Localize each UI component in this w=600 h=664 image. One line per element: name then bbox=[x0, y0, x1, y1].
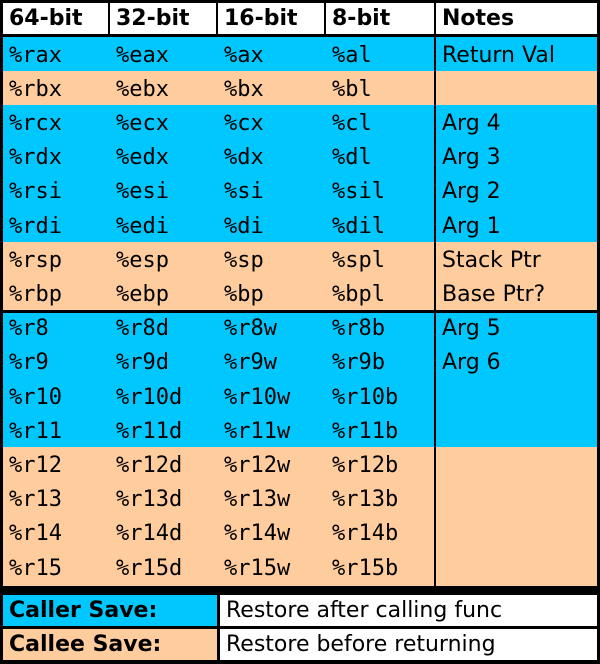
register-cell: %r11d bbox=[116, 418, 183, 444]
register-cell: %rcx bbox=[9, 110, 62, 136]
register-cell: %r15b bbox=[332, 555, 399, 581]
register-cell: %rsi bbox=[9, 179, 62, 205]
register-cell: %bx bbox=[224, 76, 264, 102]
notes-cell: Arg 1 bbox=[436, 208, 597, 244]
register-cell: %bpl bbox=[332, 281, 385, 307]
register-cell: %esp bbox=[116, 247, 169, 273]
register-cell: %r13 bbox=[9, 487, 62, 513]
notes-cell: Arg 6 bbox=[436, 344, 597, 381]
group-divider bbox=[0, 309, 600, 313]
register-cell: %r9w bbox=[224, 350, 277, 376]
register-cell: %al bbox=[332, 42, 372, 68]
notes-cell bbox=[436, 515, 597, 552]
notes-cell: Arg 3 bbox=[436, 139, 597, 176]
register-cell: %rax bbox=[9, 42, 62, 68]
register-cell: %cx bbox=[224, 110, 264, 136]
register-cell: %rdi bbox=[9, 213, 62, 239]
register-cell: %r14b bbox=[332, 521, 399, 547]
register-cell: %r8 bbox=[9, 316, 49, 342]
register-cell: %spl bbox=[332, 247, 385, 273]
register-cell: %edi bbox=[116, 213, 169, 239]
notes-cell bbox=[436, 379, 597, 415]
register-cell: %r13w bbox=[224, 487, 291, 513]
register-cell: %bl bbox=[332, 76, 372, 102]
register-cell: %r10b bbox=[332, 384, 399, 410]
notes-cell bbox=[436, 481, 597, 518]
header-64bit: 64-bit bbox=[3, 3, 108, 34]
register-cell: %bp bbox=[224, 281, 264, 307]
header-8bit: 8-bit bbox=[326, 3, 434, 34]
register-cell: %cl bbox=[332, 110, 372, 136]
register-cell: %r10 bbox=[9, 384, 62, 410]
register-cell: %r10d bbox=[116, 384, 183, 410]
register-cell: %rsp bbox=[9, 247, 62, 273]
register-cell: %sil bbox=[332, 179, 385, 205]
register-cell: %r9d bbox=[116, 350, 169, 376]
register-cell: %dx bbox=[224, 145, 264, 171]
register-cell: %r14w bbox=[224, 521, 291, 547]
register-cell: %si bbox=[224, 179, 264, 205]
register-cell: %r15w bbox=[224, 555, 291, 581]
notes-cell bbox=[436, 71, 597, 108]
notes-cell bbox=[436, 413, 597, 450]
register-cell: %r11 bbox=[9, 418, 62, 444]
register-cell: %ecx bbox=[116, 110, 169, 136]
register-cell: %di bbox=[224, 213, 264, 239]
register-cell: %r8w bbox=[224, 316, 277, 342]
register-cell: %rbp bbox=[9, 281, 62, 307]
register-cell: %r10w bbox=[224, 384, 291, 410]
notes-cell: Stack Ptr bbox=[436, 242, 597, 279]
register-cell: %edx bbox=[116, 145, 169, 171]
register-cell: %r13d bbox=[116, 487, 183, 513]
header-16bit: 16-bit bbox=[218, 3, 324, 34]
register-cell: %r13b bbox=[332, 487, 399, 513]
register-cell: %r15d bbox=[116, 555, 183, 581]
legend-caller-save-desc: Restore after calling func bbox=[220, 595, 597, 626]
register-cell: %r12d bbox=[116, 452, 183, 478]
register-cell: %rdx bbox=[9, 145, 62, 171]
register-cell: %r12b bbox=[332, 452, 399, 478]
register-cell: %ax bbox=[224, 42, 264, 68]
register-cell: %dl bbox=[332, 145, 372, 171]
register-cell: %r12 bbox=[9, 452, 62, 478]
register-cell: %r9 bbox=[9, 350, 49, 376]
register-cell: %r8b bbox=[332, 316, 385, 342]
register-cell: %ebp bbox=[116, 281, 169, 307]
legend-callee-save-label: Callee Save: bbox=[3, 629, 217, 660]
notes-cell: Return Val bbox=[436, 37, 597, 73]
notes-cell: Arg 2 bbox=[436, 173, 597, 210]
notes-cell: Arg 4 bbox=[436, 105, 597, 142]
register-cell: %r15 bbox=[9, 555, 62, 581]
register-cell: %r12w bbox=[224, 452, 291, 478]
legend-caller-save-label: Caller Save: bbox=[3, 595, 217, 626]
register-cell: %r11b bbox=[332, 418, 399, 444]
register-cell: %r14d bbox=[116, 521, 183, 547]
register-cell: %ebx bbox=[116, 76, 169, 102]
notes-cell: Arg 5 bbox=[436, 310, 597, 347]
register-cell: %r8d bbox=[116, 316, 169, 342]
notes-cell bbox=[436, 447, 597, 484]
header-32bit: 32-bit bbox=[110, 3, 216, 34]
register-cell: %rbx bbox=[9, 76, 62, 102]
register-cell: %r11w bbox=[224, 418, 291, 444]
register-cell: %esi bbox=[116, 179, 169, 205]
header-notes: Notes bbox=[436, 3, 597, 34]
notes-cell: Base Ptr? bbox=[436, 276, 597, 313]
register-cell: %r9b bbox=[332, 350, 385, 376]
register-cell: %r14 bbox=[9, 521, 62, 547]
legend-callee-save-desc: Restore before returning bbox=[220, 629, 597, 660]
register-cell: %dil bbox=[332, 213, 385, 239]
notes-cell bbox=[436, 550, 597, 586]
register-cell: %sp bbox=[224, 247, 264, 273]
register-cell: %eax bbox=[116, 42, 169, 68]
